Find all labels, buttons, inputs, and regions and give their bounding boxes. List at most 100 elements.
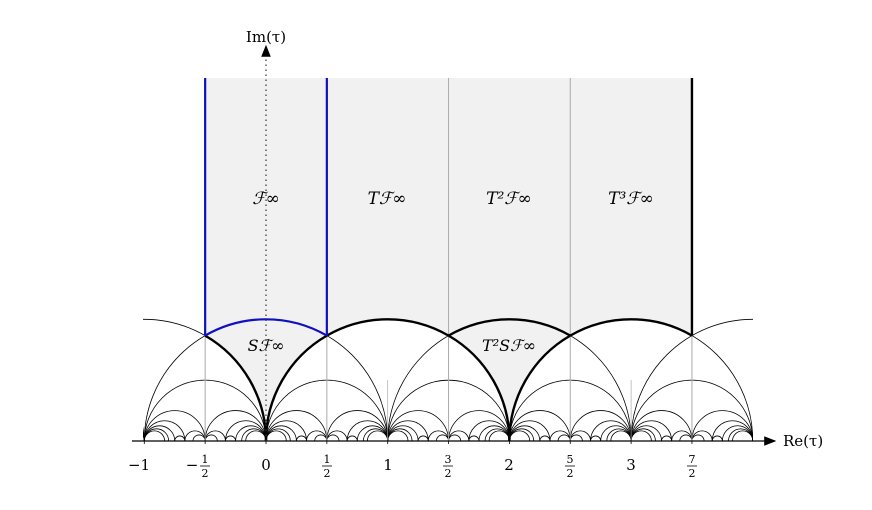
tick-label-3: 3 xyxy=(626,456,636,474)
thick-arc-1-top xyxy=(326,318,450,337)
tessellation-arc xyxy=(752,437,753,442)
tick-denominator: 2 xyxy=(445,467,452,480)
tick-label-2: 2 xyxy=(504,456,514,474)
tessellation-arc xyxy=(143,431,145,442)
region-label-S-F-inf: Sℱ∞ xyxy=(248,336,285,355)
tessellation-arc xyxy=(691,410,753,442)
tessellation-arc xyxy=(63,431,83,441)
tessellation-arc xyxy=(711,435,723,442)
tessellation-arc xyxy=(417,435,429,442)
region-label-F-inf: ℱ∞ xyxy=(252,189,280,209)
tessellation-arc xyxy=(23,421,64,441)
tessellation-arc xyxy=(468,435,480,442)
tick-label-minus-1: −1 xyxy=(128,456,150,474)
tick-label-minus-half: − 1 2 xyxy=(186,453,210,480)
tick-label-half: 1 2 xyxy=(322,453,332,480)
thick-arc-2-left xyxy=(508,334,571,442)
tessellation-arc xyxy=(71,435,83,441)
unit-circle-arc xyxy=(630,318,753,442)
tessellation-arc xyxy=(225,435,236,442)
tessellation-arc xyxy=(387,410,449,442)
tessellation-arc xyxy=(104,436,114,441)
tessellation-arc xyxy=(539,435,551,442)
thick-arc-2-top xyxy=(447,318,571,337)
tessellation-arc xyxy=(509,420,551,442)
tessellation-arc xyxy=(661,435,673,442)
tessellation-arc xyxy=(752,436,753,442)
tessellation-arc xyxy=(265,410,328,442)
tessellation-arc xyxy=(468,420,510,442)
tick-label-three-halves: 3 2 xyxy=(443,453,453,480)
tessellation-arc xyxy=(346,420,389,442)
region-label-T-F-inf: Tℱ∞ xyxy=(368,189,407,209)
tessellation-arc xyxy=(326,410,389,442)
tick-label-0: 0 xyxy=(261,456,271,474)
tessellation-arc xyxy=(23,431,43,441)
tessellation-arc xyxy=(346,435,358,442)
y-axis-label: Im(τ) xyxy=(246,28,286,46)
tessellation-arc xyxy=(23,429,47,441)
tessellation-arc xyxy=(143,434,145,442)
tessellation-arc xyxy=(630,410,693,442)
tessellation-arc xyxy=(143,410,206,442)
tessellation-arc xyxy=(387,420,429,442)
tessellation-arc xyxy=(367,430,389,442)
tessellation-arc xyxy=(83,435,95,441)
tick-labels: −1 − 1 2 0 1 2 1 3 2 2 5 2 3 7 xyxy=(128,453,697,480)
tessellation-arc xyxy=(387,430,409,442)
tessellation-arc xyxy=(610,430,632,442)
tessellation-arc xyxy=(143,434,145,442)
tick-label-seven-halves: 7 2 xyxy=(687,453,697,480)
tessellation-arc xyxy=(569,410,632,442)
tessellation-arc xyxy=(143,435,145,442)
tick-denominator: 2 xyxy=(324,467,331,480)
tick-numerator: 1 xyxy=(202,453,209,466)
region-label-T3-F-inf: T³ℱ∞ xyxy=(608,189,654,209)
tick-denominator: 2 xyxy=(202,467,209,480)
tick-denominator: 2 xyxy=(567,467,574,480)
tick-minus-sign: − xyxy=(186,456,199,474)
region-label-T2-S-F-inf: T²Sℱ∞ xyxy=(482,336,536,355)
tessellation-arc xyxy=(174,435,186,442)
tessellation-arc xyxy=(143,430,165,442)
tessellation-arc xyxy=(590,420,632,442)
tick-numerator: 3 xyxy=(445,453,452,466)
tessellation-arc xyxy=(265,420,307,442)
thick-arc-0-left xyxy=(264,334,328,442)
tessellation-arc xyxy=(509,410,571,442)
tessellation-arc xyxy=(23,426,53,441)
tick-label-five-halves: 5 2 xyxy=(565,453,575,480)
tessellation-arc xyxy=(590,435,602,442)
tessellation-arc xyxy=(711,420,753,442)
tessellation-arc xyxy=(630,430,652,442)
tessellation-arc xyxy=(23,411,84,441)
tessellation-arcs xyxy=(23,318,753,442)
shaded-T2S-region xyxy=(448,319,571,441)
tessellation-arc xyxy=(732,430,753,442)
tessellation-arc xyxy=(225,420,267,442)
region-label-T2-F-inf: T²ℱ∞ xyxy=(486,189,532,209)
tessellation-arc xyxy=(448,410,510,442)
tessellation-arc xyxy=(83,431,103,441)
tessellation-arc xyxy=(53,436,63,441)
x-axis-label: Re(τ) xyxy=(783,432,823,450)
tessellation-arc xyxy=(630,420,673,442)
fundamental-domain-boundary xyxy=(204,78,328,337)
thick-boundary-arcs xyxy=(204,78,694,442)
fundamental-bottom-arc xyxy=(204,318,328,337)
tick-numerator: 1 xyxy=(324,453,331,466)
tessellation-arc xyxy=(143,420,186,442)
thick-arc-0-right xyxy=(204,334,268,442)
thick-arc-3-top xyxy=(569,318,693,337)
tick-label-1: 1 xyxy=(383,456,393,474)
tessellation-arc xyxy=(143,432,145,442)
tick-denominator: 2 xyxy=(689,467,696,480)
tessellation-arc xyxy=(296,435,307,442)
tessellation-arc xyxy=(143,426,145,442)
tessellation-arc xyxy=(204,410,267,442)
tick-numerator: 7 xyxy=(689,453,696,466)
tick-numerator: 5 xyxy=(567,453,574,466)
thick-arc-2-right xyxy=(447,334,511,442)
